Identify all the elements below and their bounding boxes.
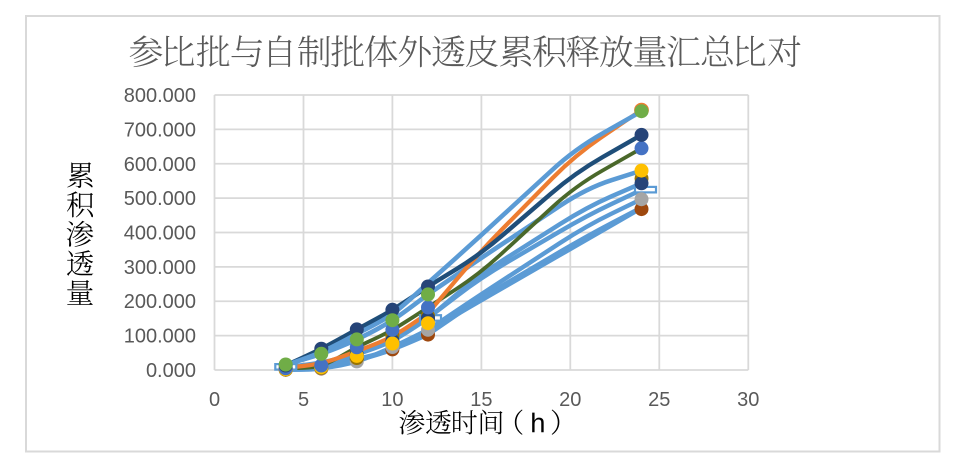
svg-text:20: 20 xyxy=(559,389,581,411)
svg-text:600.000: 600.000 xyxy=(124,154,196,176)
svg-text:15: 15 xyxy=(470,389,492,411)
svg-text:400.000: 400.000 xyxy=(124,223,196,245)
svg-text:800.000: 800.000 xyxy=(124,85,196,107)
svg-text:100.000: 100.000 xyxy=(124,326,196,348)
svg-text:30: 30 xyxy=(737,389,759,411)
svg-text:0: 0 xyxy=(209,389,220,411)
svg-text:5: 5 xyxy=(298,389,309,411)
svg-text:700.000: 700.000 xyxy=(124,119,196,141)
svg-text:300.000: 300.000 xyxy=(124,257,196,279)
svg-text:0.000: 0.000 xyxy=(146,360,196,382)
svg-text:200.000: 200.000 xyxy=(124,291,196,313)
svg-text:500.000: 500.000 xyxy=(124,188,196,210)
svg-text:10: 10 xyxy=(381,389,403,411)
svg-text:25: 25 xyxy=(648,389,670,411)
